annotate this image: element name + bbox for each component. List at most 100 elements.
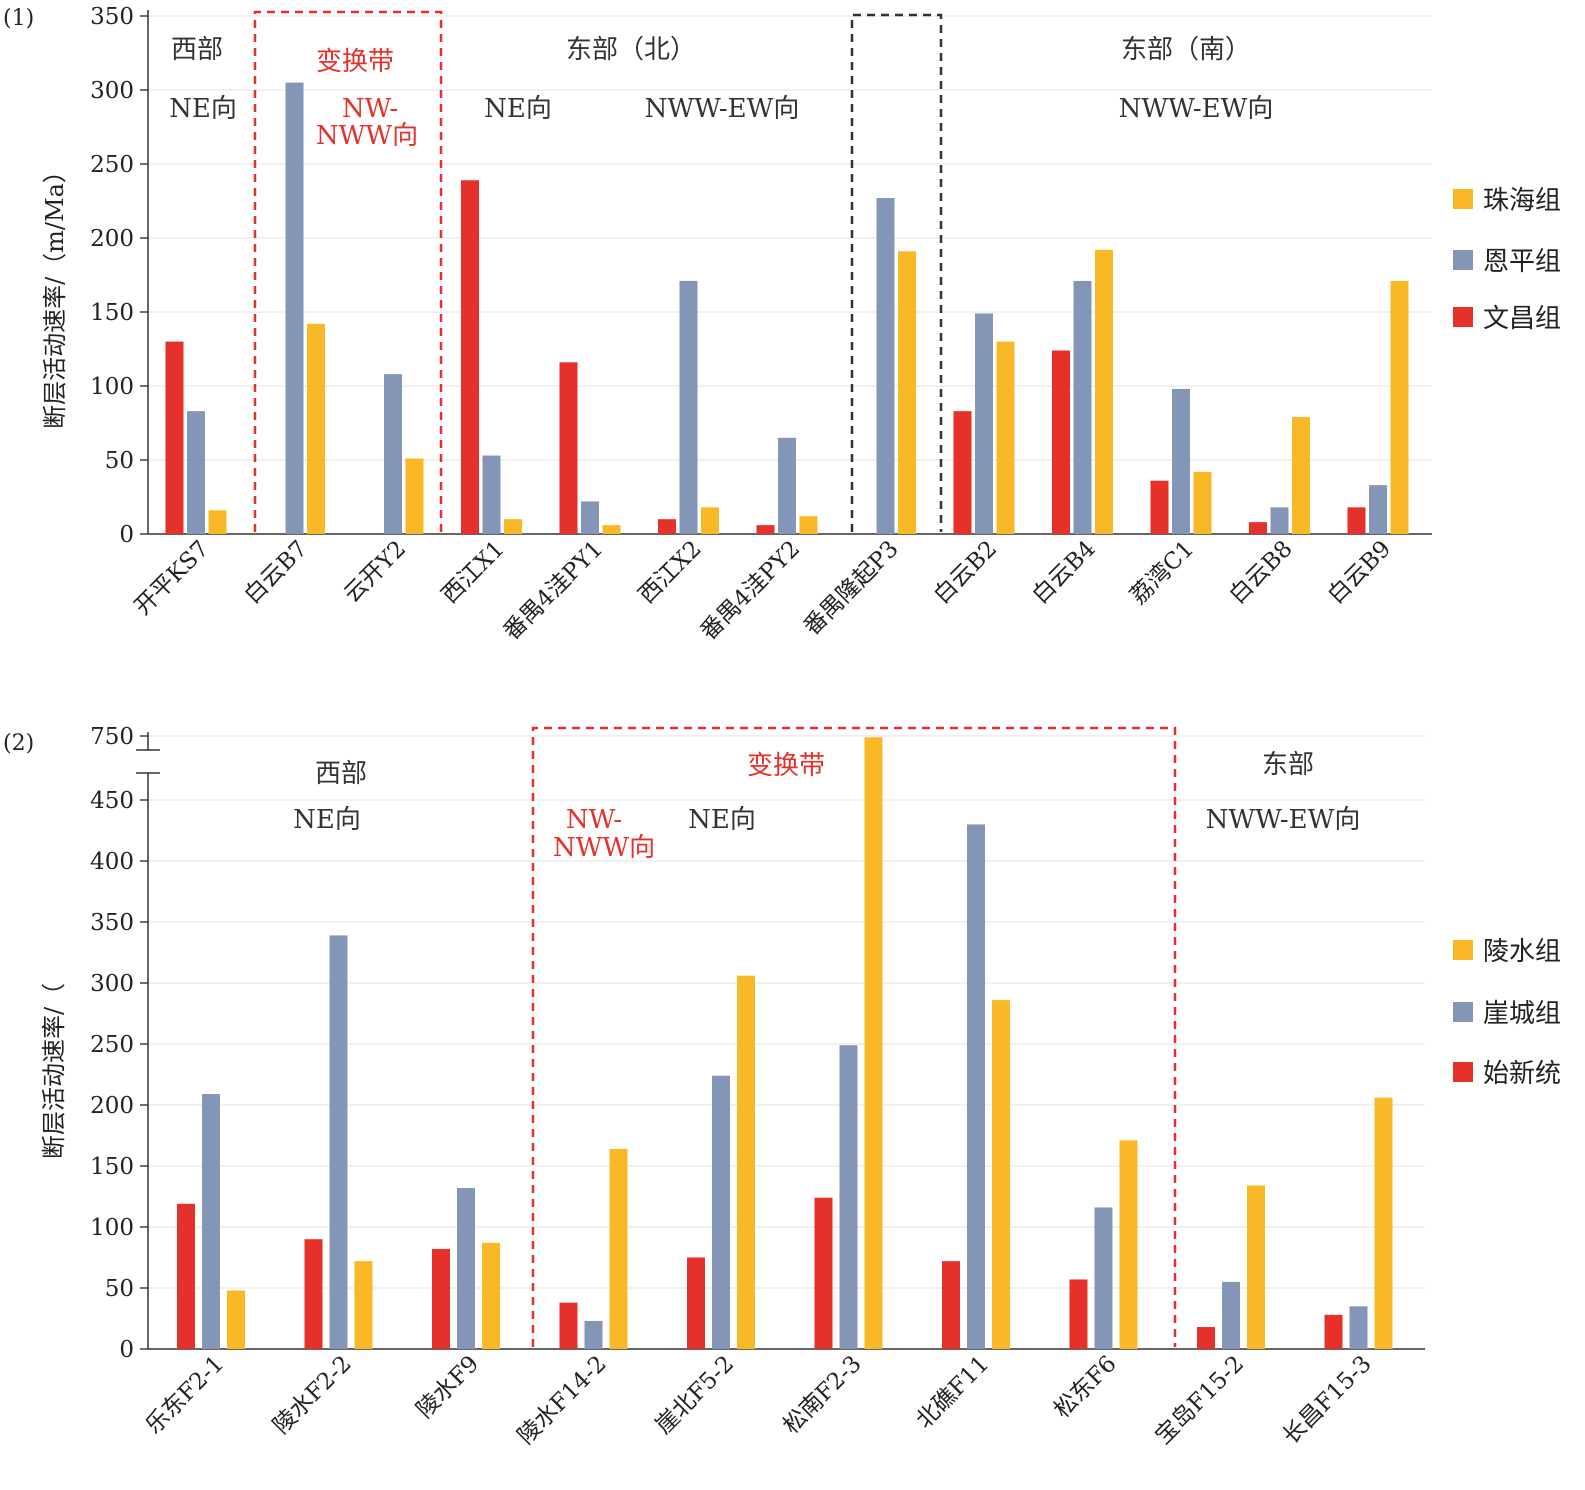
bar-始新统-北礁F11 <box>942 1261 960 1349</box>
y-axis-title: 断层活动速率/（ <box>40 983 68 1159</box>
bar-恩平组-荔湾C1 <box>1172 388 1190 534</box>
bar-崖城组-崖北F5-2 <box>712 1075 730 1349</box>
y-tick-label: 150 <box>90 300 134 326</box>
region-annotation: NE向 <box>688 805 756 835</box>
bar-珠海组-白云B2 <box>996 341 1015 534</box>
region-annotation: 变换带 <box>747 751 825 781</box>
y-tick-label: 350 <box>90 4 134 30</box>
x-category-label: 开平KS7 <box>130 536 215 621</box>
x-category-label: 陵水F14-2 <box>513 1351 612 1450</box>
region-annotation: NWW-EW向 <box>1206 805 1361 835</box>
y-tick-label: 300 <box>90 78 134 104</box>
region-annotation: NE向 <box>484 94 552 124</box>
bar-崖城组-松东F6 <box>1094 1207 1113 1349</box>
bar-始新统-崖北F5-2 <box>687 1257 705 1349</box>
region-annotation: 西部 <box>315 759 367 789</box>
legend-label: 始新统 <box>1483 1059 1561 1089</box>
x-category-label: 白云B7 <box>240 536 313 609</box>
x-category-label: 松东F6 <box>1049 1351 1122 1424</box>
bar-陵水组-陵水F14-2 <box>609 1148 628 1349</box>
bar-珠海组-白云B7 <box>307 323 325 534</box>
y-tick-label: 750 <box>90 724 134 750</box>
legend-label: 陵水组 <box>1483 937 1561 967</box>
bar-珠海组-白云B9 <box>1390 280 1409 534</box>
legend-label: 崖城组 <box>1483 999 1561 1029</box>
y-tick-label: 300 <box>90 971 134 997</box>
x-category-label: 白云B2 <box>929 536 1002 609</box>
bar-恩平组-西江X2 <box>679 280 698 534</box>
region-annotation: 东部（南） <box>1121 35 1251 65</box>
bar-珠海组-白云B8 <box>1292 417 1310 534</box>
bar-恩平组-番禺4洼PY1 <box>581 501 599 534</box>
region-annotation: NW- <box>566 805 622 835</box>
y-tick-label: 200 <box>90 226 134 252</box>
bar-恩平组-开平KS7 <box>187 411 205 534</box>
bar-陵水组-陵水F2-2 <box>354 1261 373 1349</box>
region-annotation: 西部 <box>171 35 223 65</box>
region-annotation: NWW-EW向 <box>645 94 800 124</box>
chart-panel-2: 0 50 100 150 200 250 300 350 400 450 750 乐东F2-1 陵水F2… <box>3 724 1561 1450</box>
bar-文昌组-白云B8 <box>1249 522 1267 534</box>
region-annotation: NWW向 <box>316 121 418 151</box>
legend-swatch <box>1453 250 1473 270</box>
bar-文昌组-番禺4洼PY1 <box>559 362 578 534</box>
bar-崖城组-陵水F14-2 <box>584 1320 603 1349</box>
y-tick-label: 50 <box>105 448 134 474</box>
group-boundary-box <box>531 726 1177 1347</box>
bar-文昌组-西江X1 <box>461 180 479 534</box>
region-annotation: 东部 <box>1262 750 1314 780</box>
x-category-label: 番禺4洼PY1 <box>499 536 609 646</box>
bar-崖城组-长昌F15-3 <box>1349 1306 1368 1349</box>
bar-珠海组-西江X1 <box>504 519 522 534</box>
bar-始新统-宝岛F15-2 <box>1197 1327 1215 1349</box>
bar-始新统-陵水F9 <box>432 1248 450 1349</box>
y-tick-label: 200 <box>90 1093 134 1119</box>
bar-崖城组-北礁F11 <box>967 824 985 1349</box>
bar-陵水组-宝岛F15-2 <box>1247 1185 1265 1349</box>
bar-陵水组-陵水F9 <box>482 1242 500 1349</box>
bar-文昌组-西江X2 <box>658 519 676 534</box>
bar-文昌组-白云B4 <box>1052 350 1070 534</box>
bar-恩平组-云开Y2 <box>384 374 402 534</box>
bar-恩平组-白云B2 <box>975 313 993 534</box>
x-category-label: 陵水F9 <box>412 1351 485 1424</box>
bar-陵水组-长昌F15-3 <box>1374 1097 1393 1349</box>
region-annotation: 东部（北） <box>566 35 696 65</box>
bar-珠海组-西江X2 <box>701 507 719 534</box>
y-axis-title: 断层活动速率/（m/Ma） <box>41 159 69 429</box>
bar-陵水组-松南F2-3 <box>864 737 883 1349</box>
x-category-label: 番禺隆起P3 <box>799 536 904 641</box>
bar-崖城组-乐东F2-1 <box>202 1094 220 1349</box>
y-tick-label: 350 <box>90 910 134 936</box>
group-boundary-box <box>850 13 943 532</box>
y-tick-label: 150 <box>90 1154 134 1180</box>
bar-文昌组-白云B2 <box>953 411 972 534</box>
x-category-label: 长昌F15-3 <box>1278 1351 1377 1450</box>
y-tick-label: 400 <box>90 849 134 875</box>
y-tick-label: 450 <box>90 788 134 814</box>
legend-label: 恩平组 <box>1483 247 1561 277</box>
y-tick-label: 250 <box>90 1032 134 1058</box>
bar-始新统-松南F2-3 <box>814 1197 833 1349</box>
bar-始新统-乐东F2-1 <box>177 1203 195 1349</box>
bar-陵水组-北礁F11 <box>992 1000 1010 1349</box>
x-category-label: 西江X1 <box>437 536 510 609</box>
bar-恩平组-白云B8 <box>1270 507 1289 534</box>
legend-swatch <box>1453 307 1473 327</box>
bar-陵水组-松东F6 <box>1119 1140 1138 1349</box>
legend-swatch <box>1453 1062 1473 1082</box>
y-tick-label: 100 <box>90 1215 134 1241</box>
bar-崖城组-陵水F9 <box>457 1187 475 1349</box>
bar-珠海组-云开Y2 <box>405 458 424 534</box>
bar-崖城组-松南F2-3 <box>839 1045 858 1349</box>
region-annotation: 变换带 <box>316 47 394 77</box>
region-annotation: NWW向 <box>553 833 655 863</box>
x-category-label: 崖北F5-2 <box>651 1351 739 1439</box>
x-category-label: 陵水F2-2 <box>268 1351 356 1439</box>
bar-文昌组-开平KS7 <box>165 341 184 534</box>
panel-label: (1) <box>3 6 34 31</box>
bar-珠海组-番禺隆起P3 <box>898 251 916 534</box>
bar-恩平组-西江X1 <box>482 455 501 534</box>
